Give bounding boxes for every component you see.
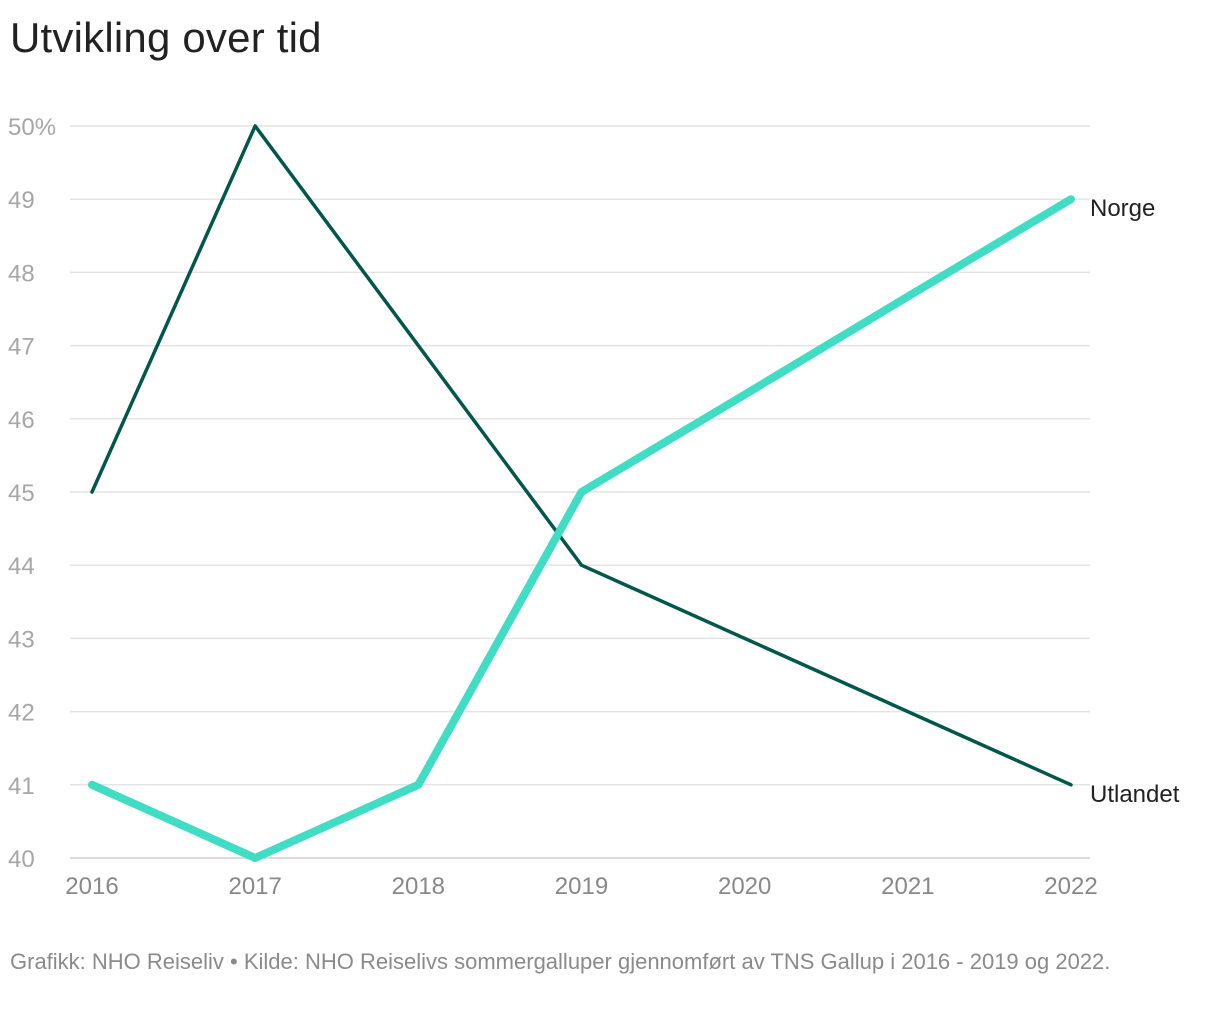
y-tick-label: 48 (8, 260, 35, 287)
y-axis-ticks: 40 41 42 43 44 45 46 47 48 49 50% (8, 114, 56, 873)
y-tick-label: 42 (8, 700, 35, 727)
series-lines (88, 124, 1075, 862)
chart-title: Utvikling over tid (10, 14, 322, 61)
y-tick-label: 43 (8, 626, 35, 653)
x-tick-label: 2016 (65, 873, 118, 900)
x-tick-label: 2018 (392, 873, 445, 900)
y-tick-label: 47 (8, 334, 35, 361)
y-tick-label: 45 (8, 480, 35, 507)
y-tick-label: 46 (8, 407, 35, 434)
series-line-norge (88, 195, 1075, 862)
series-labels: Norge Utlandet (1090, 195, 1180, 808)
y-tick-label: 40 (8, 846, 35, 873)
x-tick-label: 2017 (228, 873, 281, 900)
series-label-utlandet: Utlandet (1090, 781, 1180, 808)
x-axis-ticks: 2016 2017 2018 2019 2020 2021 2022 (65, 873, 1097, 900)
y-tick-label: 49 (8, 187, 35, 214)
series-label-norge: Norge (1090, 195, 1155, 222)
x-tick-label: 2022 (1044, 873, 1097, 900)
source-note: Grafikk: NHO Reiseliv • Kilde: NHO Reise… (10, 949, 1111, 974)
y-tick-label: 44 (8, 553, 35, 580)
x-tick-label: 2020 (718, 873, 771, 900)
line-chart: 40 41 42 43 44 45 46 47 48 49 50% 2016 2017 2018 2019… (8, 114, 1180, 900)
series-line-utlandet (90, 124, 1073, 787)
y-tick-label: 50% (8, 114, 56, 141)
x-tick-label: 2021 (881, 873, 934, 900)
x-tick-label: 2019 (555, 873, 608, 900)
gridlines (70, 125, 1090, 859)
y-tick-label: 41 (8, 773, 35, 800)
